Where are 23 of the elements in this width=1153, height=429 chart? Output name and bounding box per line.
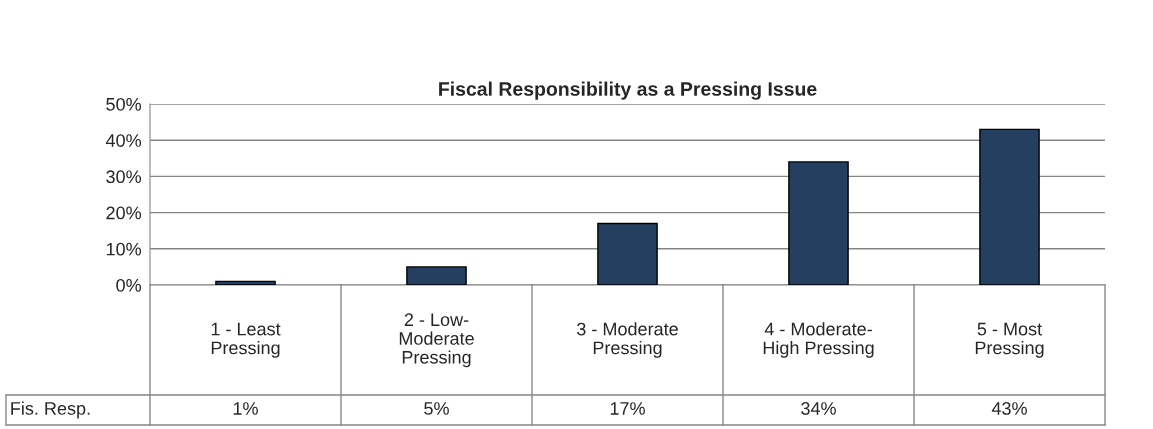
x-tick-label: 4 - Moderate- High Pressing <box>763 322 874 358</box>
y-tick-label: 30% <box>106 170 142 184</box>
bar <box>597 222 658 285</box>
data-label: 43% <box>991 402 1027 415</box>
y-tick-label: 10% <box>106 242 142 256</box>
data-label: 34% <box>801 402 836 415</box>
y-tick-label: 40% <box>105 134 142 147</box>
y-tick-label: 20% <box>106 206 142 220</box>
x-tick-label: 1 - Least Pressing <box>211 322 281 358</box>
text: Fis. Resp. <box>11 401 90 419</box>
bar <box>215 280 276 285</box>
data-label: 17% <box>610 402 645 415</box>
data-label: 5% <box>424 402 449 415</box>
bar <box>788 161 849 285</box>
chart-title: Fiscal Responsibility as a Pressing Issue <box>439 81 817 100</box>
x-tick-label: 2 - Low- Moderate Pressing <box>399 313 474 368</box>
x-tick-label: 5 - Most Pressing <box>975 322 1044 358</box>
bar <box>979 128 1040 285</box>
x-tick-label: 3 - Moderate Pressing <box>577 322 678 358</box>
y-tick-label: 0% <box>116 278 142 292</box>
y-tick-label: 50% <box>106 97 142 111</box>
data-label: 1% <box>233 402 258 415</box>
bar <box>406 266 467 285</box>
